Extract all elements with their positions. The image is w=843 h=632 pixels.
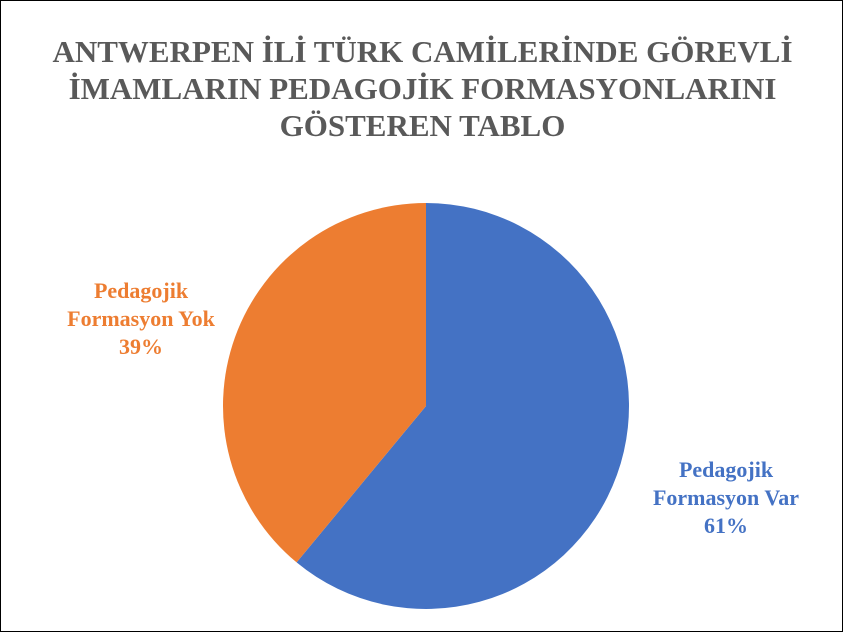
slice-value: 61%	[704, 513, 748, 538]
slice-value: 39%	[119, 334, 163, 359]
pie-slice	[223, 203, 426, 563]
chart-title: ANTWERPEN İLİ TÜRK CAMİLERİNDE GÖREVLİ İ…	[52, 34, 793, 143]
pie-slice	[296, 203, 629, 609]
slice-category: Pedagojik Formasyon Yok	[67, 278, 215, 331]
slice-category: Pedagojik Formasyon Var	[652, 457, 800, 510]
slice-label: Pedagojik Formasyon Var 61%	[641, 456, 811, 540]
slice-label: Pedagojik Formasyon Yok 39%	[56, 277, 226, 361]
